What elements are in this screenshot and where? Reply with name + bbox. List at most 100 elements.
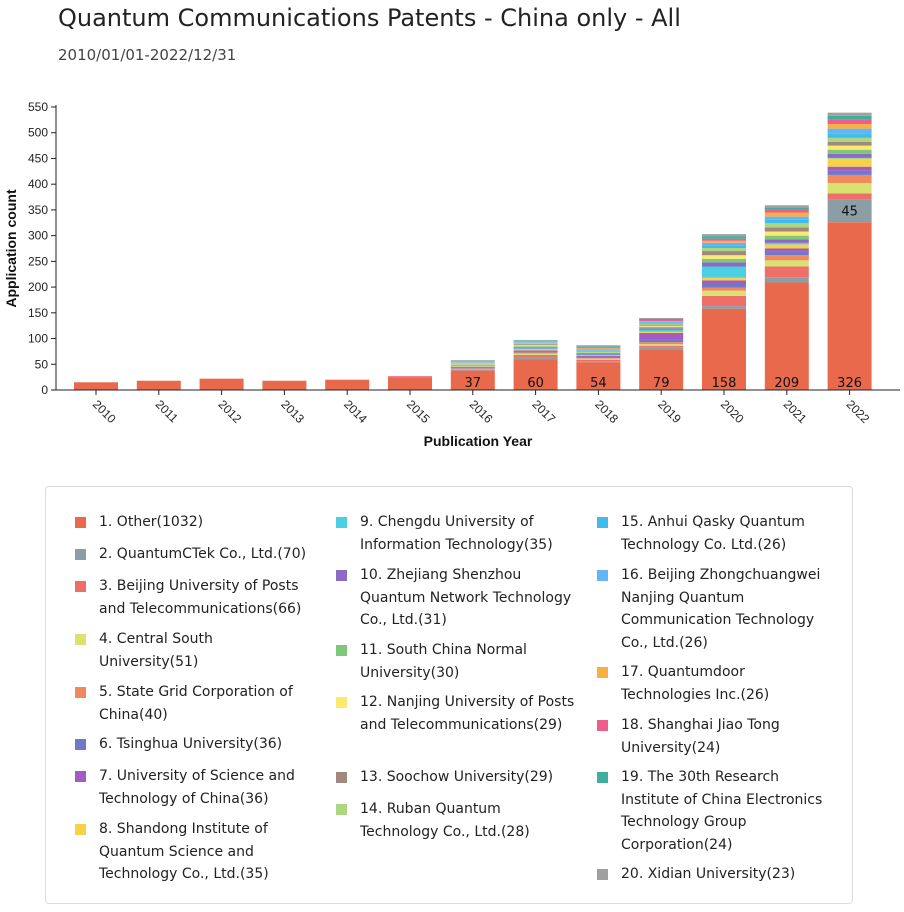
bar-segment-2013-s1 [262,380,307,390]
bar-segment-2017-s12 [513,345,558,347]
x-axis-title: Publication Year [424,433,533,449]
bar-segment-2022-s4 [827,183,872,194]
bar-segment-2019-s9 [639,329,684,332]
legend-item-14[interactable]: 14. Ruban Quantum Technology Co., Ltd.(2… [336,798,576,843]
y-tick-label-50: 50 [35,357,49,371]
legend-item-9[interactable]: 9. Chengdu University of Information Tec… [336,511,576,556]
legend-label: 11. South China Normal University(30) [360,642,527,681]
bar-segment-2016-s19 [450,360,495,362]
legend-item-20[interactable]: 20. Xidian University(23) [597,863,837,886]
bar-segment-2021-s1 [764,282,809,390]
x-tick-label-2013: 2013 [278,397,307,426]
bar-segment-2018-s1 [576,362,621,390]
bar-label-2019-s1: 79 [653,376,670,391]
bar-segment-2019-s4 [639,344,684,346]
bar-segment-2019-s8 [639,331,684,333]
bar-segment-2017-s4 [513,353,558,356]
legend-item-8[interactable]: 8. Shandong Institute of Quantum Science… [75,818,315,886]
legend-item-13[interactable]: 13. Soochow University(29) [336,766,576,789]
legend-item-2[interactable]: 2. QuantumCTek Co., Ltd.(70) [75,543,315,566]
bar-segment-2016-s15 [450,362,495,364]
legend-label: 10. Zhejiang Shenzhou Quantum Network Te… [360,567,572,628]
bar-segment-2012-s1 [199,378,244,390]
legend-label: 16. Beijing Zhongchuangwei Nanjing Quant… [621,567,821,651]
legend-label: 19. The 30th Research Institute of China… [621,769,823,853]
legend-swatch [336,645,347,656]
bar-label-2016-s1: 37 [465,376,482,391]
bar-segment-2019-s11 [639,326,684,329]
bar-segment-2016-s13 [450,363,495,365]
x-tick-label-2022: 2022 [843,397,872,426]
bar-segment-2021-s16 [764,216,809,220]
legend-swatch [597,667,608,678]
legend-item-18[interactable]: 18. Shanghai Jiao Tong University(24) [597,714,837,759]
bar-segment-2018-s10 [576,353,621,355]
bar-segment-2016-s6 [450,367,495,369]
bar-segment-2022-s6 [827,170,872,175]
bar-segment-2018-s6 [576,357,621,359]
date-range: 2010/01/01-2022/12/31 [58,46,237,64]
bar-segment-2019-s6 [639,339,684,343]
bar-segment-2021-s13 [764,227,809,232]
bar-segment-2016-s18 [450,361,495,362]
legend-item-12[interactable]: 12. Nanjing University of Posts and Tele… [336,691,576,736]
legend-label: 2. QuantumCTek Co., Ltd.(70) [99,546,307,562]
legend-label: 14. Ruban Quantum Technology Co., Ltd.(2… [360,801,530,840]
y-tick-label-350: 350 [28,203,48,217]
bar-label-2022-s2: 45 [841,205,858,220]
bar-segment-2021-s14 [764,223,809,228]
legend-item-1[interactable]: 1. Other(1032) [75,511,315,534]
legend-item-4[interactable]: 4. Central South University(51) [75,628,315,673]
bar-segment-2016-s16 [450,362,495,363]
bar-segment-2022-s8 [827,158,872,167]
bar-segment-2021-s10 [764,239,809,243]
legend-item-19[interactable]: 19. The 30th Research Institute of China… [597,766,837,856]
legend-item-15[interactable]: 15. Anhui Qasky Quantum Technology Co. L… [597,511,837,556]
bar-segment-2021-s15 [764,219,809,224]
legend-item-3[interactable]: 3. Beijing University of Posts and Telec… [75,575,315,620]
legend-swatch [75,549,86,560]
bar-segment-2017-s15 [513,342,558,344]
bar-segment-2017-s18 [513,341,558,342]
legend-item-16[interactable]: 16. Beijing Zhongchuangwei Nanjing Quant… [597,564,837,654]
legend-item-6[interactable]: 6. Tsinghua University(36) [75,733,315,756]
bar-segment-2022-s12 [827,145,872,150]
bar-segment-2021-s7 [764,248,809,252]
y-tick-label-250: 250 [28,254,48,268]
y-tick-label-400: 400 [28,177,48,191]
y-axis-title: Application count [3,189,19,308]
legend-item-17[interactable]: 17. Quantumdoor Technologies Inc.(26) [597,661,837,706]
legend-item-7[interactable]: 7. University of Science and Technology … [75,765,315,810]
bar-segment-2018-s18 [576,347,621,349]
bar-segment-2016-s12 [450,364,495,365]
legend-item-5[interactable]: 5. State Grid Corporation of China(40) [75,681,315,726]
bar-segment-2019-s14 [639,323,684,325]
bar-segment-2016-s9 [450,365,495,367]
legend-label: 8. Shandong Institute of Quantum Science… [99,821,269,882]
x-tick-label-2014: 2014 [341,397,370,426]
bar-segment-2020-s1 [702,308,746,390]
y-tick-label-550: 550 [28,100,48,114]
legend-swatch [75,771,86,782]
legend-item-11[interactable]: 11. South China Normal University(30) [336,639,576,684]
x-tick-label-2011: 2011 [153,397,181,425]
bar-segment-2010-s1 [74,382,118,390]
bar-segment-2015-s1 [388,377,432,390]
bar-segment-2016-s7 [450,366,495,368]
legend-label: 3. Beijing University of Posts and Telec… [99,578,302,617]
bar-segment-2021-s2 [764,277,809,283]
bar-segment-2016-s8 [450,366,495,367]
legend-label: 1. Other(1032) [99,514,204,530]
stacked-bar-chart: 37 60 54 79 158 209 32645050100150200250300350… [3,100,900,449]
bar-segment-2019-s16 [639,321,684,323]
bar-segment-2021-s19 [764,207,809,210]
legend-item-10[interactable]: 10. Zhejiang Shenzhou Quantum Network Te… [336,564,576,632]
bar-segment-2018-s11 [576,352,621,354]
chart-legend: 1. Other(1032) 2. QuantumCTek Co., Ltd.(7… [45,486,853,904]
bar-segment-2022-s2 [827,199,872,223]
bar-segment-2017-s8 [513,349,558,351]
bar-segment-2011-s1 [136,380,181,390]
bar-segment-2018-s9 [576,354,621,356]
bar-segment-2020-s13 [702,251,746,256]
legend-label: 15. Anhui Qasky Quantum Technology Co. L… [621,514,805,553]
